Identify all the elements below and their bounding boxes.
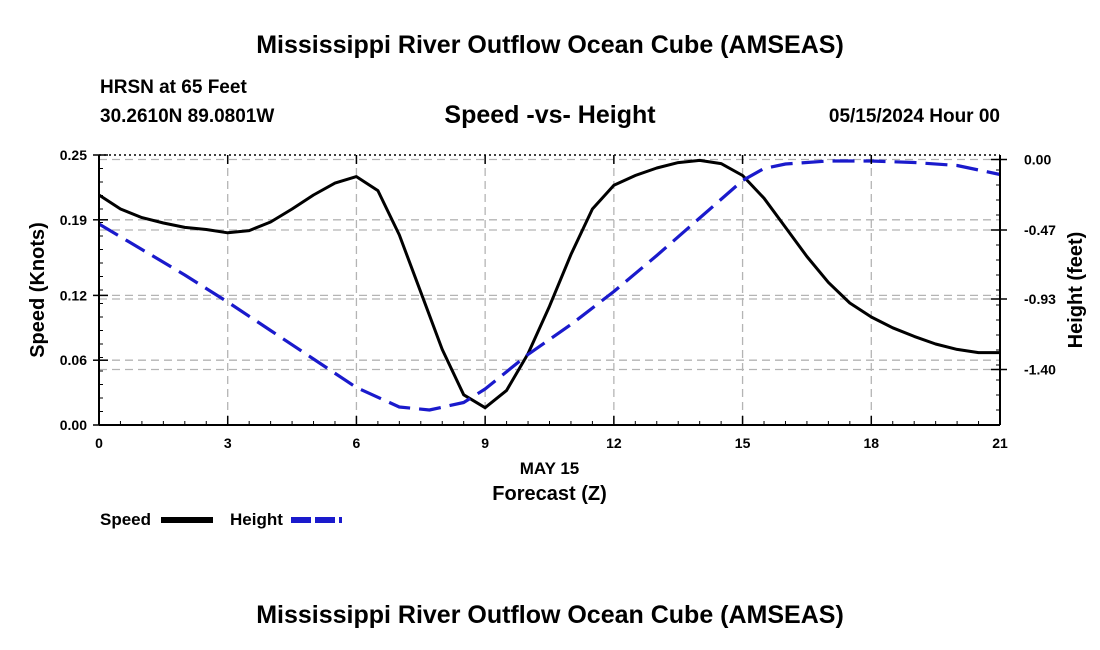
- y2-tick-label: -0.93: [1024, 291, 1056, 307]
- legend-label-height: Height: [230, 510, 283, 529]
- speed-series-line: [98, 158, 1000, 410]
- axes: [93, 154, 1007, 426]
- y-axis-title: Speed (Knots): [27, 222, 49, 358]
- x-tick-label: 15: [735, 435, 751, 451]
- x-sublabel: MAY 15: [520, 459, 580, 478]
- station-label: HRSN at 65 Feet: [100, 77, 247, 98]
- x-tick-label: 0: [95, 435, 103, 451]
- height-series-line: [98, 159, 1001, 412]
- x-axis-title: Forecast (Z): [492, 483, 606, 505]
- y2-tick-label: -0.47: [1024, 222, 1056, 238]
- y-tick-label: 0.12: [60, 287, 87, 303]
- chart-title: Speed -vs- Height: [444, 101, 656, 129]
- y-tick-label: 0.25: [60, 147, 87, 163]
- main-title: Mississippi River Outflow Ocean Cube (AM…: [256, 31, 844, 59]
- x-tick-label: 12: [606, 435, 622, 451]
- x-tick-label: 3: [224, 435, 232, 451]
- legend-label-speed: Speed: [100, 510, 151, 529]
- x-tick-label: 18: [863, 435, 879, 451]
- series-lines: [98, 158, 1001, 412]
- y-tick-label: 0.00: [60, 417, 87, 433]
- x-tick-label: 21: [992, 435, 1008, 451]
- footer-title: Mississippi River Outflow Ocean Cube (AM…: [256, 601, 844, 629]
- plot-frame: [98, 154, 1001, 426]
- legend: Speed Height: [100, 510, 342, 529]
- y-tick-label: 0.19: [60, 212, 87, 228]
- y2-tick-label: 0.00: [1024, 152, 1051, 168]
- forecast-datetime: 05/15/2024 Hour 00: [828, 106, 1000, 127]
- y2-axis-title: Height (feet): [1065, 232, 1087, 349]
- y-tick-label: 0.06: [60, 352, 87, 368]
- x-tick-label: 9: [481, 435, 489, 451]
- grid-lines: [99, 155, 1000, 425]
- x-tick-label: 6: [353, 435, 361, 451]
- coordinates-label: 30.2610N 89.0801W: [100, 106, 275, 127]
- axis-labels: 0 3 6 9 12 15 18 21 0.00 0.06 0.12 0.19 0.25 0.00 -0.4…: [27, 147, 1087, 505]
- y2-tick-label: -1.40: [1024, 362, 1056, 378]
